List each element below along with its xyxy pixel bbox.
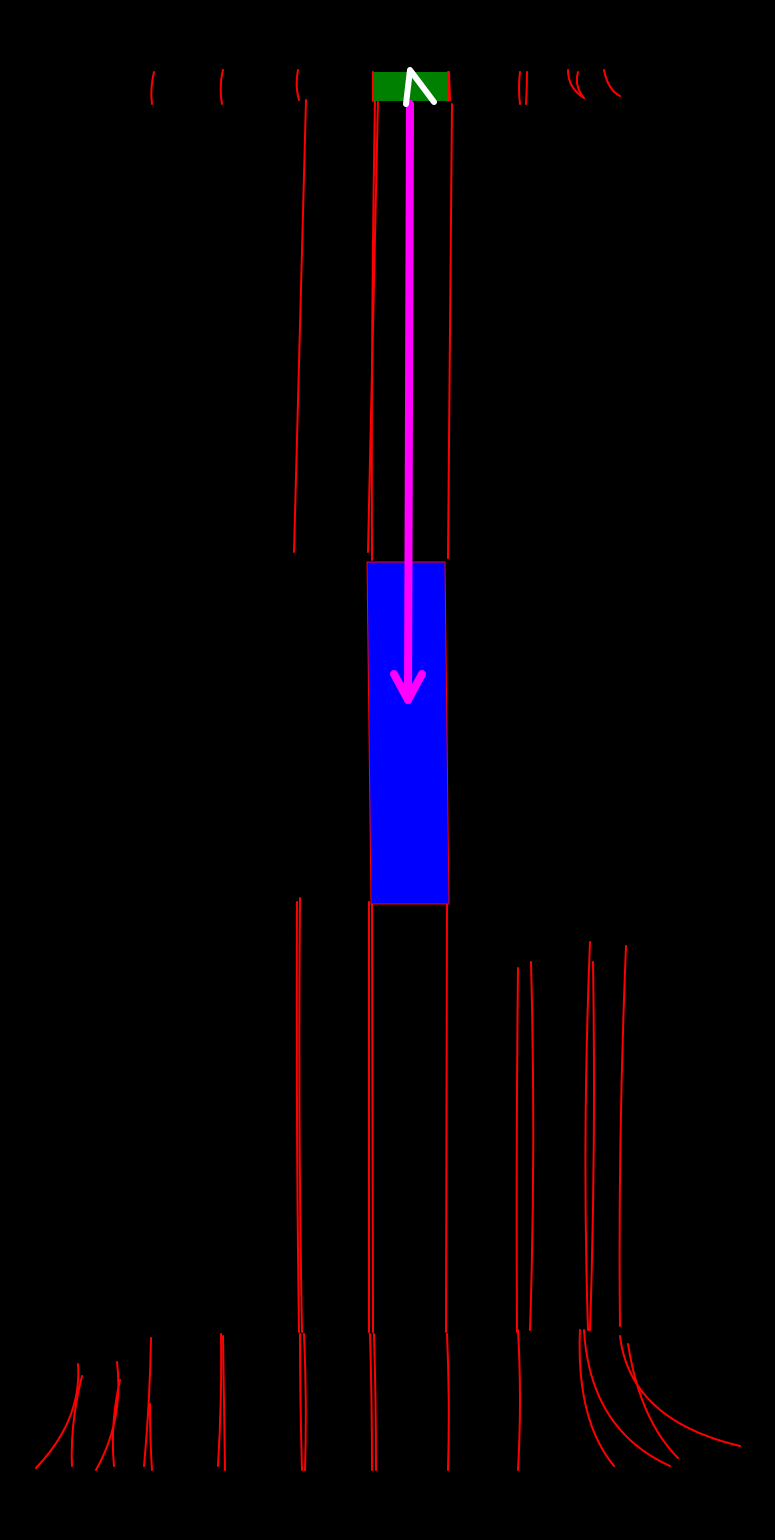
lane-line bbox=[373, 1333, 377, 1471]
lane-line bbox=[589, 961, 595, 1331]
lane-line bbox=[95, 1361, 120, 1471]
lane-line bbox=[618, 945, 627, 1327]
target-region-box bbox=[366, 561, 450, 905]
lane-stub bbox=[295, 69, 300, 101]
lane-stub bbox=[603, 69, 621, 97]
bottom-lane-lines bbox=[35, 1329, 741, 1471]
target-region bbox=[366, 561, 450, 905]
lane-line bbox=[35, 1363, 80, 1469]
trajectory-shaft bbox=[404, 100, 414, 704]
lane-line bbox=[446, 1333, 450, 1471]
lane-line bbox=[583, 1329, 671, 1467]
lane-line bbox=[371, 901, 374, 1333]
top-lane-stubs bbox=[150, 69, 621, 105]
trajectory-arrow bbox=[390, 100, 426, 704]
lane-line bbox=[529, 961, 535, 1331]
lane-line bbox=[293, 99, 307, 553]
lane-line bbox=[70, 1375, 83, 1467]
lane-line bbox=[222, 1335, 226, 1471]
lane-stub bbox=[518, 71, 521, 105]
lane-line bbox=[627, 1343, 679, 1459]
lower-lane-lines bbox=[295, 897, 627, 1333]
lane-line bbox=[149, 1403, 153, 1471]
lane-line bbox=[448, 71, 451, 101]
lane-line bbox=[298, 897, 303, 1333]
lane-line bbox=[515, 967, 519, 1333]
lane-line bbox=[447, 103, 453, 559]
lane-line bbox=[295, 901, 300, 1333]
lane-line bbox=[111, 1379, 121, 1467]
lane-line bbox=[217, 1333, 223, 1467]
lane-stub bbox=[575, 71, 585, 99]
upper-lane-lines bbox=[293, 71, 453, 561]
lane-line bbox=[369, 1333, 373, 1471]
lane-stub bbox=[219, 69, 224, 105]
lane-line bbox=[445, 901, 448, 1333]
arrow-head-icon bbox=[390, 670, 426, 704]
lane-line bbox=[303, 1333, 307, 1471]
lane-line bbox=[578, 1329, 615, 1467]
heading-marker-icon bbox=[403, 67, 437, 107]
lane-line bbox=[584, 941, 591, 1331]
lane-line bbox=[370, 99, 376, 561]
lane-stub bbox=[525, 71, 528, 105]
lane-line bbox=[143, 1337, 152, 1467]
lane-stub bbox=[150, 71, 155, 105]
heading-marker bbox=[403, 67, 437, 107]
lane-line bbox=[517, 1329, 521, 1471]
lane-line bbox=[619, 1335, 741, 1447]
lane-line bbox=[299, 1333, 303, 1471]
